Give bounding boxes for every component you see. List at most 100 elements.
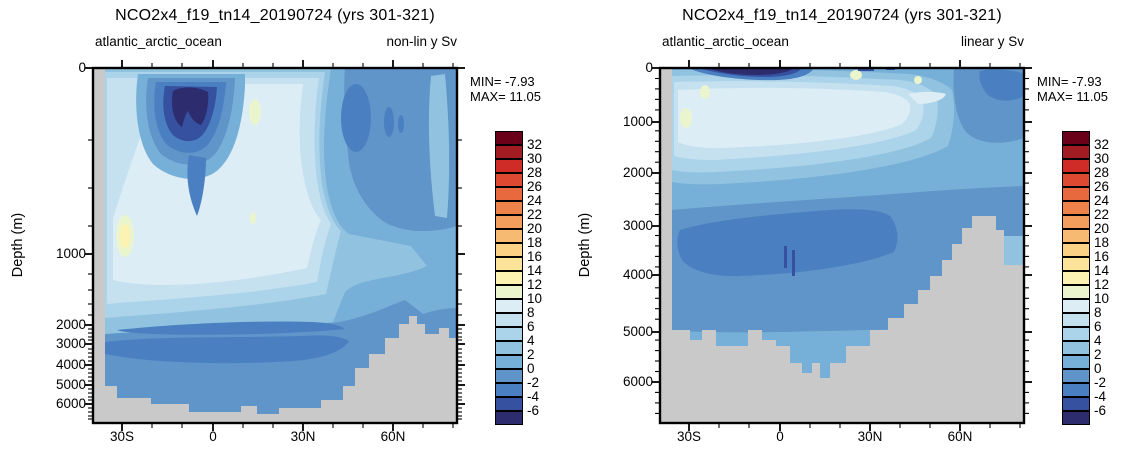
scale-subtitle: linear y Sv — [960, 34, 1024, 49]
colorbar-swatch — [1062, 313, 1090, 327]
colorbar-tick-label: 4 — [527, 333, 535, 348]
colorbar-tick-label: 18 — [527, 235, 543, 250]
y-tick-label: 5000 — [55, 377, 86, 392]
colorbar-tick-label: 12 — [527, 277, 543, 292]
x-tick-label: 30S — [109, 429, 135, 444]
contour-band — [341, 84, 371, 152]
max-value-label: MAX= 11.05 — [1037, 89, 1108, 104]
contour-band — [172, 87, 209, 127]
colorbar-swatch — [495, 383, 523, 397]
colorbar-swatch — [1062, 299, 1090, 313]
colorbar-tick-label: 6 — [527, 319, 535, 334]
colorbar-tick-label: 8 — [527, 305, 535, 320]
colorbar-tick-label: 2 — [1094, 347, 1102, 362]
colorbar-tick-label: 26 — [527, 179, 543, 194]
contour-band — [858, 68, 874, 71]
colorbar-swatch — [495, 145, 523, 159]
colorbar-swatch — [495, 369, 523, 383]
colorbar-tick-label: 10 — [1094, 291, 1110, 306]
colorbar-tick-label: 32 — [527, 137, 543, 152]
colorbar-tick-label: -6 — [1094, 403, 1107, 418]
colorbar-tick-label: 20 — [527, 221, 543, 236]
y-tick-label: 3000 — [55, 336, 86, 351]
colorbar-tick-label: 18 — [1094, 235, 1110, 250]
colorbar-swatch — [495, 411, 523, 425]
colorbar-swatch — [1062, 271, 1090, 285]
colorbar-swatch — [495, 341, 523, 355]
y-tick-label: 6000 — [55, 396, 86, 411]
colorbar-swatch — [495, 229, 523, 243]
contour-band — [398, 115, 404, 133]
y-tick-label: 1000 — [55, 246, 86, 261]
colorbar-swatch — [495, 187, 523, 201]
x-tick-label: 30N — [290, 429, 316, 444]
colorbar-tick-label: 22 — [527, 207, 543, 222]
colorbar-tick-label: -2 — [527, 375, 540, 390]
contour-band — [784, 246, 787, 268]
moc-panel-linear: NCO2x4_f19_tn14_20190724 (yrs 301-321) a… — [567, 0, 1134, 463]
contour-band — [250, 212, 256, 224]
minmax-annotation: MIN= -7.93 MAX= 11.05 — [470, 74, 541, 104]
x-tick-label: 0 — [209, 429, 217, 444]
colorbar-tick-label: 0 — [527, 361, 535, 376]
y-tick-label: 4000 — [55, 357, 86, 372]
colorbar — [495, 131, 523, 425]
contour-band — [344, 68, 457, 232]
colorbar-tick-label: 14 — [1094, 263, 1110, 278]
contour-band — [979, 69, 1024, 101]
colorbar-swatch — [1062, 383, 1090, 397]
y-tick-label: 2000 — [55, 317, 86, 332]
contour-band — [428, 74, 450, 218]
colorbar-swatch — [1062, 215, 1090, 229]
colorbar-swatch — [495, 201, 523, 215]
colorbar-tick-label: 26 — [1094, 179, 1110, 194]
plot-title: NCO2x4_f19_tn14_20190724 (yrs 301-321) — [115, 7, 435, 24]
scale-subtitle: non-lin y Sv — [386, 34, 457, 49]
region-subtitle: atlantic_arctic_ocean — [662, 34, 789, 49]
contour-band — [384, 107, 394, 137]
min-value-label: MIN= -7.93 — [1037, 74, 1102, 89]
colorbar-swatch — [1062, 327, 1090, 341]
minmax-annotation: MIN= -7.93 MAX= 11.05 — [1037, 74, 1108, 104]
y-tick-label: 0 — [78, 60, 86, 75]
colorbar-tick-label: 30 — [527, 151, 543, 166]
colorbar-tick-label: 8 — [1094, 305, 1102, 320]
colorbar-tick-label: 28 — [1094, 165, 1110, 180]
plot-title: NCO2x4_f19_tn14_20190724 (yrs 301-321) — [682, 7, 1002, 24]
max-value-label: MAX= 11.05 — [470, 89, 541, 104]
colorbar-swatch — [1062, 159, 1090, 173]
colorbar-tick-label: 2 — [527, 347, 535, 362]
colorbar-swatch — [1062, 257, 1090, 271]
colorbar-tick-label: 4 — [1094, 333, 1102, 348]
contour-band — [850, 70, 862, 80]
y-tick-label: 5000 — [622, 324, 653, 339]
x-tick-label: 30N — [857, 429, 883, 444]
colorbar-tick-label: 16 — [1094, 249, 1110, 264]
colorbar-swatch — [1062, 243, 1090, 257]
contour-band — [914, 76, 922, 84]
colorbar-swatch — [1062, 355, 1090, 369]
contour-band — [677, 209, 898, 277]
bathymetry-land-mask — [660, 68, 1024, 423]
colorbar-tick-label: 24 — [527, 193, 543, 208]
colorbar-tick-label: 6 — [1094, 319, 1102, 334]
colorbar-swatch — [1062, 131, 1090, 145]
moc-panel-nonlinear: NCO2x4_f19_tn14_20190724 (yrs 301-321) a… — [10, 7, 543, 444]
contour-plot-linear — [652, 60, 1032, 431]
colorbar-swatch — [495, 173, 523, 187]
contour-band — [1000, 236, 1024, 265]
colorbar-swatch — [495, 299, 523, 313]
contour-band — [708, 68, 794, 75]
colorbar-tick-label: -2 — [1094, 375, 1107, 390]
y-axis-label: Depth (m) — [10, 212, 26, 278]
colorbar-tick-label: 14 — [527, 263, 543, 278]
colorbar-tick-label: 22 — [1094, 207, 1110, 222]
colorbar-swatch — [495, 243, 523, 257]
y-tick-label: 0 — [645, 60, 653, 75]
contour-band — [678, 87, 911, 148]
colorbar-tick-label: 10 — [527, 291, 543, 306]
colorbar-tick-label: -4 — [527, 389, 540, 404]
colorbar-swatch — [1062, 229, 1090, 243]
colorbar-swatch — [495, 271, 523, 285]
y-axis-label: Depth (m) — [577, 212, 593, 278]
